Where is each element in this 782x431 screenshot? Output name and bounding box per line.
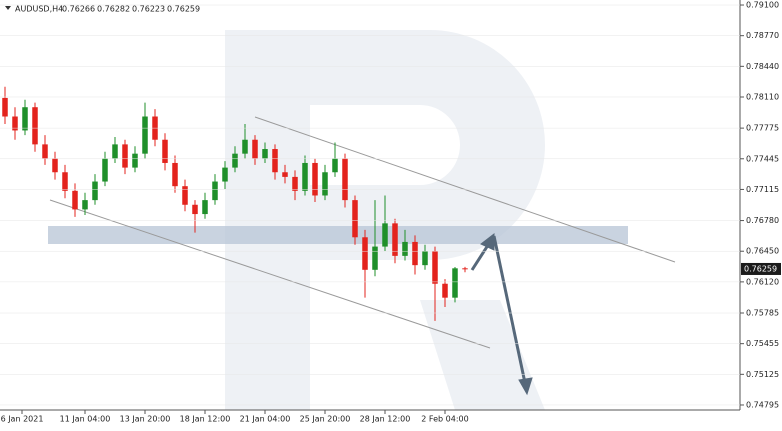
candle-body: [132, 153, 138, 168]
x-tick-label: 2 Feb 04:00: [421, 415, 468, 424]
candle-body: [302, 162, 308, 191]
watermark-stem: [225, 30, 310, 410]
x-tick-label: 28 Jan 12:00: [360, 415, 411, 424]
x-tick-label: 13 Jan 20:00: [120, 415, 171, 424]
candle-body: [212, 181, 218, 201]
candle-body: [352, 200, 358, 238]
forecast-arrows: [470, 232, 533, 396]
y-tick-label: 0.76450: [746, 247, 779, 256]
x-tick-label: 18 Jan 12:00: [180, 415, 231, 424]
ohlc-high: 0.76282: [97, 5, 130, 14]
candle-body: [402, 241, 408, 256]
candle-body: [332, 158, 338, 173]
price-tag: [741, 262, 781, 275]
candle-body: [432, 251, 438, 284]
candle-body: [422, 251, 428, 266]
y-tick-label: 0.78770: [746, 31, 779, 40]
y-tick-label: 0.75785: [746, 309, 779, 318]
ohlc-close: 0.76259: [167, 5, 200, 14]
candle-body: [222, 167, 228, 182]
arrow-head: [518, 377, 533, 396]
candle-body: [252, 139, 258, 159]
candle-body: [412, 241, 418, 266]
candle-body: [282, 172, 288, 177]
collapse-icon[interactable]: [5, 6, 11, 10]
candle-body: [122, 144, 128, 168]
price-tag-label: 0.76259: [744, 264, 777, 273]
candle-body: [372, 246, 378, 270]
candle-body: [262, 149, 268, 159]
candle-body: [462, 268, 468, 270]
candle-body: [382, 223, 388, 247]
candle-body: [112, 144, 118, 159]
y-tick-label: 0.76780: [746, 216, 779, 225]
candle-body: [32, 107, 38, 145]
candle-body: [42, 144, 48, 159]
y-tick-label: 0.75455: [746, 339, 779, 348]
channel-lower: [49, 199, 491, 349]
y-tick-label: 0.77445: [746, 154, 779, 163]
candle-body: [102, 158, 108, 182]
candle-body: [342, 158, 348, 201]
candle-body: [272, 149, 278, 173]
y-tick-label: 0.78440: [746, 62, 779, 71]
candle-body: [172, 162, 178, 187]
symbol: AUDUSD,H4: [15, 5, 63, 14]
candle-body: [232, 153, 238, 168]
candle-body: [192, 204, 198, 215]
candle-body: [362, 237, 368, 270]
candle-body: [392, 223, 398, 256]
y-tick-label: 0.77775: [746, 124, 779, 133]
candle-body: [72, 190, 78, 210]
candle-body: [162, 139, 168, 163]
candle-body: [452, 268, 458, 298]
candle-body: [62, 172, 68, 191]
candle-body: [12, 116, 18, 131]
candle-body: [52, 158, 58, 173]
arrow-down: [492, 235, 527, 384]
candle-body: [182, 186, 188, 205]
support-band: [48, 226, 628, 244]
y-tick-label: 0.74795: [746, 400, 779, 409]
x-tick-label: 11 Jan 04:00: [60, 415, 111, 424]
ohlc-open: 0.76266: [62, 5, 95, 14]
candle-body: [292, 176, 298, 191]
ohlc-low: 0.76223: [132, 5, 165, 14]
watermark-bowl: [310, 30, 545, 260]
watermark: [225, 30, 545, 410]
candle-body: [22, 107, 28, 131]
y-tick-label: 0.75125: [746, 370, 779, 379]
candle-body: [82, 200, 88, 210]
candle-body: [322, 172, 328, 196]
candle-body: [2, 97, 8, 117]
candle-body: [442, 283, 448, 298]
x-tick-label: 6 Jan 2021: [1, 415, 44, 424]
candle-body: [142, 116, 148, 154]
y-tick-label: 0.76120: [746, 277, 779, 286]
y-tick-label: 0.78110: [746, 92, 779, 101]
watermark-leg: [420, 300, 545, 410]
y-tick-label: 0.79100: [746, 1, 779, 10]
candle-body: [242, 139, 248, 154]
candle-body: [312, 162, 318, 196]
y-tick-label: 0.77115: [746, 185, 779, 194]
candle-body: [92, 181, 98, 201]
x-tick-label: 21 Jan 04:00: [240, 415, 291, 424]
candle-body: [202, 200, 208, 215]
x-tick-label: 25 Jan 20:00: [300, 415, 351, 424]
